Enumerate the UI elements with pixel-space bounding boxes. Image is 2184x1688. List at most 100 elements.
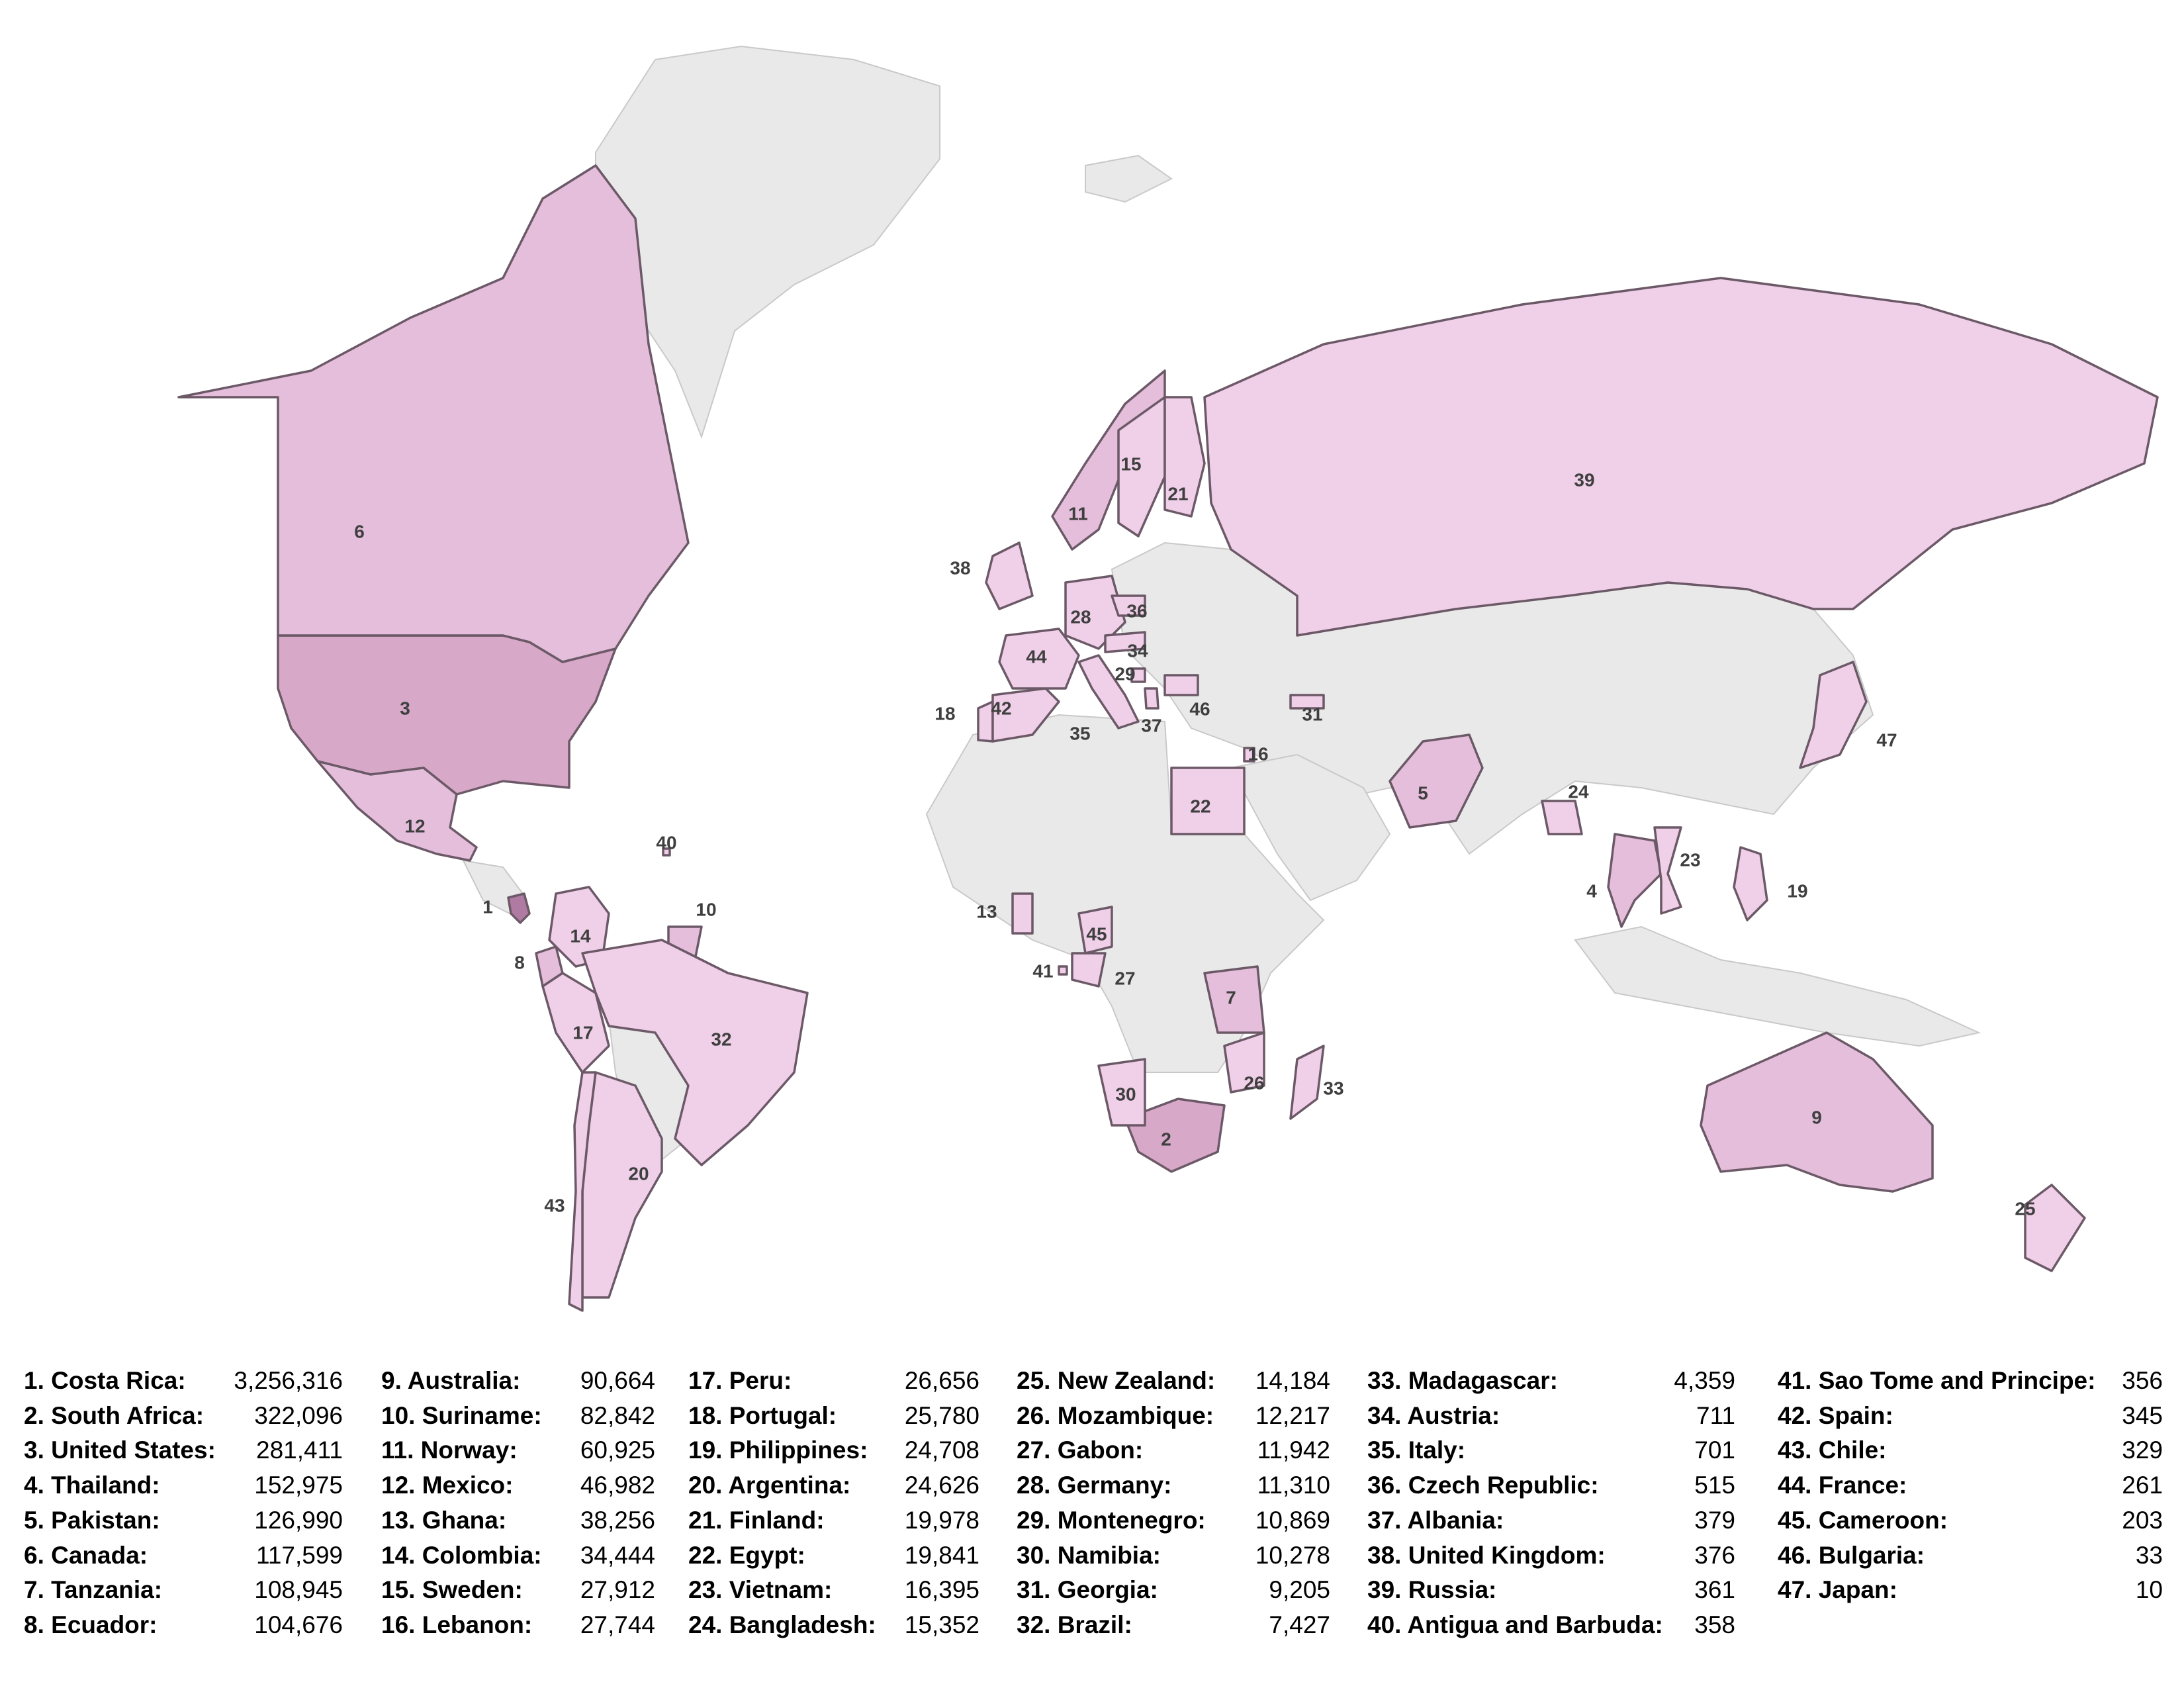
legend-country-value: 19,841	[904, 1541, 979, 1569]
map-label-24: 24	[1568, 781, 1589, 802]
country-shape-1	[507, 892, 531, 924]
map-label-43: 43	[544, 1195, 565, 1215]
legend-row: 14. Colombia: 34,444	[381, 1538, 655, 1573]
legend-country-value: 24,708	[904, 1436, 979, 1464]
country-shape-31	[1289, 694, 1325, 710]
legend-row: 33. Madagascar: 4,359	[1367, 1364, 1735, 1398]
map-label-42: 42	[991, 698, 1011, 718]
country-shape-13	[1011, 892, 1034, 935]
country-shape-16	[1243, 747, 1255, 763]
map-label-13: 13	[976, 901, 997, 921]
legend-country-value: 3,256,316	[234, 1367, 343, 1394]
country-shape-39	[1203, 277, 2159, 637]
map-label-17: 17	[572, 1022, 593, 1043]
country-shape-47	[1799, 661, 1868, 769]
country-shape-22	[1170, 767, 1246, 835]
legend-row: 16. Lebanon: 27,744	[381, 1608, 655, 1642]
legend-row: 11. Norway: 60,925	[381, 1433, 655, 1468]
legend-row: 10. Suriname: 82,842	[381, 1399, 655, 1433]
legend-country-value: 203	[2122, 1506, 2163, 1534]
legend-row: 13. Ghana: 38,256	[381, 1503, 655, 1538]
legend-row: 2. South Africa: 322,096	[24, 1399, 343, 1433]
svalbard-shape	[1085, 154, 1173, 203]
country-shape-23	[1653, 826, 1682, 915]
legend-row: 1. Costa Rica: 3,256,316	[24, 1364, 343, 1398]
legend-country-value: 4,359	[1674, 1367, 1735, 1394]
map-label-23: 23	[1680, 849, 1700, 870]
legend-row: 20. Argentina: 24,626	[688, 1468, 979, 1503]
legend-country-name: 42. Spain:	[1778, 1401, 1893, 1429]
legend-country-name: 11. Norway:	[381, 1436, 518, 1464]
legend-country-name: 39. Russia:	[1367, 1576, 1497, 1604]
legend-country-name: 10. Suriname:	[381, 1401, 542, 1429]
map-label-36: 36	[1126, 600, 1147, 621]
legend-country-value: 11,310	[1257, 1472, 1330, 1499]
country-shape-32	[581, 939, 809, 1166]
map-label-45: 45	[1086, 923, 1107, 944]
map-label-31: 31	[1302, 704, 1322, 724]
legend-row: 42. Spain: 345	[1778, 1399, 2163, 1433]
map-label-15: 15	[1120, 453, 1141, 474]
legend-column-5: 33. Madagascar: 4,359 34. Austria: 711 35. I…	[1367, 1364, 1735, 1648]
legend-country-name: 35. Italy:	[1367, 1436, 1466, 1464]
legend-country-name: 41. Sao Tome and Principe:	[1778, 1367, 2096, 1394]
legend-country-value: 361	[1694, 1576, 1735, 1604]
country-shape-6	[177, 164, 690, 663]
map-label-16: 16	[1248, 743, 1268, 764]
legend-country-value: 376	[1694, 1541, 1735, 1569]
legend-country-name: 25. New Zealand:	[1017, 1367, 1216, 1394]
legend-country-value: 10	[2135, 1576, 2163, 1604]
legend-row: 32. Brazil: 7,427	[1017, 1608, 1330, 1642]
legend-country-value: 90,664	[580, 1367, 655, 1394]
legend-country-value: 281,411	[256, 1436, 343, 1464]
country-shape-12	[316, 760, 478, 862]
legend-row: 38. United Kingdom: 376	[1367, 1538, 1735, 1573]
legend-row: 31. Georgia: 9,205	[1017, 1573, 1330, 1607]
legend-row: 19. Philippines: 24,708	[688, 1433, 979, 1468]
map-label-47: 47	[1876, 729, 1897, 750]
legend-country-name: 7. Tanzania:	[24, 1576, 163, 1604]
country-shape-45	[1077, 906, 1113, 955]
legend-row: 21. Finland: 19,978	[688, 1503, 979, 1538]
country-shape-25	[2024, 1184, 2086, 1272]
map-label-29: 29	[1115, 663, 1135, 684]
legend-country-value: 515	[1694, 1472, 1735, 1499]
map-label-28: 28	[1070, 606, 1091, 627]
legend-row: 30. Namibia: 10,278	[1017, 1538, 1330, 1573]
map-label-3: 3	[400, 698, 410, 718]
legend-country-name: 20. Argentina:	[688, 1472, 851, 1499]
legend-country-name: 12. Mexico:	[381, 1472, 514, 1499]
legend-country-value: 27,744	[580, 1611, 655, 1638]
map-label-37: 37	[1141, 715, 1161, 735]
highlighted-countries	[177, 164, 2159, 1312]
map-label-7: 7	[1226, 987, 1236, 1008]
map-label-11: 11	[1068, 503, 1088, 524]
arabia-grey-shape	[1230, 753, 1391, 902]
map-label-27: 27	[1115, 968, 1135, 988]
country-shape-38	[985, 541, 1034, 610]
legend-country-name: 45. Cameroon:	[1778, 1506, 1948, 1534]
legend-country-value: 322,096	[254, 1401, 343, 1429]
map-label-34: 34	[1127, 640, 1148, 661]
legend-row: 25. New Zealand: 14,184	[1017, 1364, 1330, 1398]
legend-country-name: 47. Japan:	[1778, 1576, 1897, 1604]
legend-country-name: 5. Pakistan:	[24, 1506, 160, 1534]
map-label-35: 35	[1069, 723, 1090, 743]
legend-row: 4. Thailand: 152,975	[24, 1468, 343, 1503]
legend-country-name: 9. Australia:	[381, 1367, 521, 1394]
legend-row: 3. United States: 281,411	[24, 1433, 343, 1468]
legend-country-value: 126,990	[254, 1506, 343, 1534]
country-shape-37	[1144, 687, 1160, 710]
map-label-6: 6	[354, 521, 365, 541]
legend-row: 36. Czech Republic: 515	[1367, 1468, 1735, 1503]
country-shape-17	[541, 972, 610, 1074]
country-shape-21	[1163, 396, 1206, 518]
ranking-legend: 1. Costa Rica: 3,256,316 2. South Africa: 3…	[0, 1364, 2184, 1675]
legend-country-value: 10,278	[1255, 1541, 1330, 1569]
world-map-svg: 1234567891011121314151617181920212223242…	[177, 45, 2159, 1312]
map-label-44: 44	[1026, 646, 1047, 667]
map-label-20: 20	[628, 1163, 649, 1184]
legend-row: 15. Sweden: 27,912	[381, 1573, 655, 1607]
legend-country-name: 13. Ghana:	[381, 1506, 507, 1534]
country-shape-24	[1541, 800, 1583, 835]
